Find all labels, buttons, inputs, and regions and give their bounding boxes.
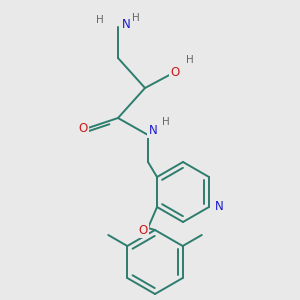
Text: O: O bbox=[170, 65, 180, 79]
Text: N: N bbox=[122, 19, 130, 32]
Text: N: N bbox=[214, 200, 224, 214]
Text: N: N bbox=[148, 124, 158, 136]
Text: H: H bbox=[132, 13, 140, 23]
Text: O: O bbox=[138, 224, 148, 236]
Text: H: H bbox=[96, 15, 104, 25]
Text: H: H bbox=[186, 55, 194, 65]
Text: H: H bbox=[162, 117, 170, 127]
Text: O: O bbox=[78, 122, 88, 134]
